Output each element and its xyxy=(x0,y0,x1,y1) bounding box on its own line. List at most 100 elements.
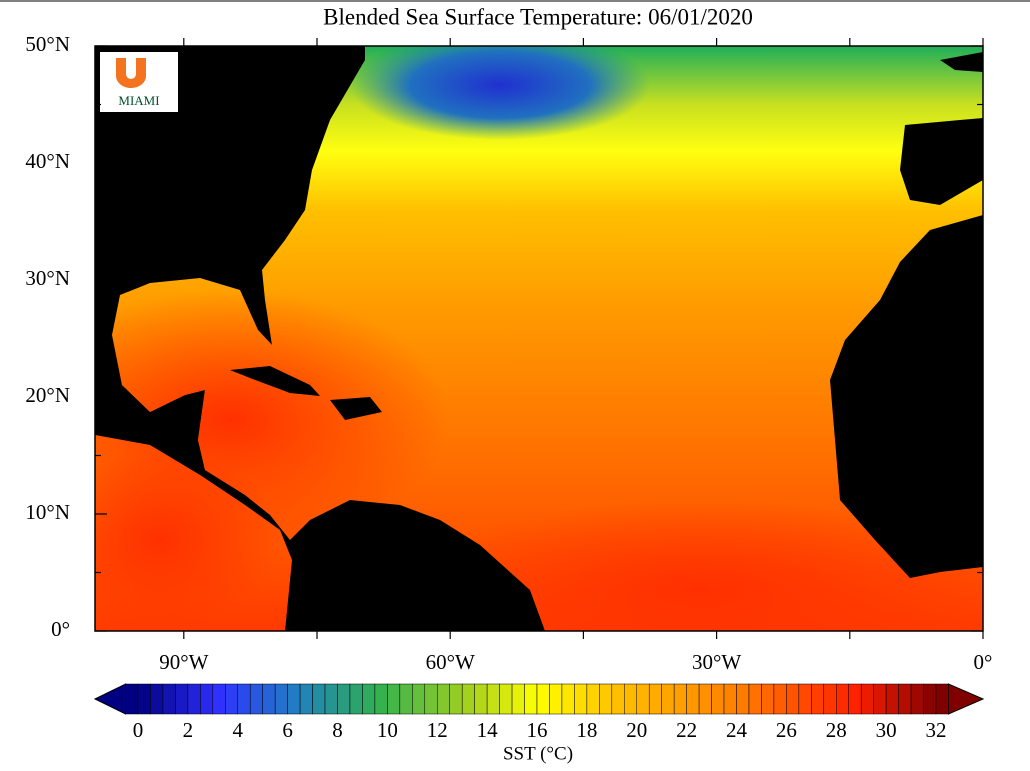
colorbar-swatch xyxy=(586,683,600,715)
colorbar-swatch xyxy=(474,683,488,715)
colorbar-swatch xyxy=(786,683,800,715)
colorbar-tick-label: 4 xyxy=(233,718,244,742)
colorbar-swatch xyxy=(424,683,438,715)
lat-label: 50°N xyxy=(25,32,70,56)
colorbar-swatch xyxy=(162,683,176,715)
colorbar-swatch xyxy=(574,683,588,715)
colorbar-label: SST (°C) xyxy=(503,743,573,764)
colorbar-swatch xyxy=(387,683,401,715)
colorbar-swatch xyxy=(299,683,313,715)
colorbar-swatch xyxy=(524,683,538,715)
colorbar-swatch xyxy=(761,683,775,715)
colorbar-swatch xyxy=(511,683,525,715)
colorbar-swatch xyxy=(287,683,301,715)
hispaniola xyxy=(330,397,382,420)
colorbar-swatch xyxy=(212,683,226,715)
colorbar-swatch xyxy=(823,683,837,715)
colorbar-swatch xyxy=(898,683,912,715)
lat-label: 30°N xyxy=(25,266,70,290)
colorbar-swatch xyxy=(836,683,849,715)
cuba xyxy=(230,366,320,396)
colorbar-tick-label: 24 xyxy=(726,718,748,742)
colorbar-swatch xyxy=(860,683,874,715)
colorbar-swatch xyxy=(187,683,201,715)
colorbar-swatch xyxy=(125,683,139,715)
colorbar-swatch xyxy=(599,683,613,715)
colorbar-swatch xyxy=(561,683,575,715)
colorbar-swatch xyxy=(723,683,737,715)
colorbar-tick-label: 26 xyxy=(776,718,797,742)
colorbar-tick-label: 30 xyxy=(876,718,897,742)
colorbar-swatch xyxy=(237,683,251,715)
map-title: Blended Sea Surface Temperature: 06/01/2… xyxy=(323,4,753,29)
europe xyxy=(900,118,983,205)
colorbar-swatch xyxy=(412,683,426,715)
colorbar-swatch xyxy=(910,683,924,715)
colorbar-swatch xyxy=(437,683,450,715)
axes: 0° 10°N 20°N 30°N 40°N 50°N 90°W 60°W 30°W 0° xyxy=(25,32,992,674)
colorbar-swatch xyxy=(624,683,637,715)
colorbar-swatch xyxy=(686,683,700,715)
colorbar-swatch xyxy=(636,683,650,715)
colorbar-swatch xyxy=(848,683,862,715)
colorbar-swatch xyxy=(798,683,812,715)
colorbar-tick-label: 6 xyxy=(282,718,293,742)
lat-label: 10°N xyxy=(25,500,70,524)
lat-label: 0° xyxy=(51,617,70,641)
colorbar-swatch xyxy=(885,683,899,715)
colorbar-swatch xyxy=(711,683,725,715)
colorbar-tick-label: 18 xyxy=(576,718,597,742)
lon-label: 60°W xyxy=(426,650,475,674)
colorbar-swatch xyxy=(150,683,164,715)
colorbar-tick-label: 20 xyxy=(626,718,647,742)
colorbar-swatch xyxy=(449,683,463,715)
map xyxy=(94,45,984,632)
colorbar-tick-label: 2 xyxy=(183,718,194,742)
colorbar-swatch xyxy=(137,683,151,715)
colorbar-swatch xyxy=(499,683,513,715)
colorbar-swatch xyxy=(461,683,475,715)
colorbar-swatch xyxy=(399,683,413,715)
logo-u xyxy=(116,58,146,88)
colorbar-swatch xyxy=(811,683,825,715)
lon-label: 30°W xyxy=(692,650,741,674)
colorbar-tick-label: 32 xyxy=(926,718,947,742)
colorbar-swatch xyxy=(249,683,263,715)
colorbar-tick-label: 8 xyxy=(332,718,343,742)
colorbar-swatch xyxy=(262,683,276,715)
colorbar-arrow xyxy=(93,683,127,715)
colorbar-swatch xyxy=(611,683,625,715)
lon-label: 0° xyxy=(974,650,993,674)
colorbar-swatch xyxy=(349,683,363,715)
colorbar-swatch xyxy=(274,683,288,715)
colorbar-swatch xyxy=(648,683,662,715)
colorbar-swatch xyxy=(736,683,750,715)
logo-text: MIAMI xyxy=(118,93,159,108)
colorbar-swatch xyxy=(873,683,887,715)
colorbar-swatch xyxy=(225,683,238,715)
lat-label: 20°N xyxy=(25,383,70,407)
britain xyxy=(940,52,983,72)
colorbar: 0 2 4 6 8 10 12 14 16 18 20 22 24 26 28 30 32 xyxy=(93,683,985,742)
colorbar-swatch xyxy=(200,683,214,715)
colorbar-swatch xyxy=(312,683,326,715)
colorbar-swatch xyxy=(175,683,189,715)
colorbar-tick-label: 10 xyxy=(377,718,398,742)
lon-label: 90°W xyxy=(159,650,208,674)
colorbar-tick-label: 28 xyxy=(826,718,847,742)
colorbar-swatch xyxy=(324,683,338,715)
colorbar-swatch xyxy=(362,683,376,715)
colorbar-arrow xyxy=(947,683,985,715)
colorbar-swatch xyxy=(773,683,787,715)
colorbar-swatch xyxy=(923,683,937,715)
colorbar-swatch xyxy=(486,683,500,715)
colorbar-swatch xyxy=(935,683,949,715)
colorbar-swatch xyxy=(374,683,388,715)
colorbar-swatch xyxy=(748,683,762,715)
lat-label: 40°N xyxy=(25,149,70,173)
colorbar-tick-label: 22 xyxy=(676,718,697,742)
colorbar-swatch xyxy=(673,683,687,715)
colorbar-swatch xyxy=(337,683,351,715)
colorbar-swatch xyxy=(661,683,675,715)
